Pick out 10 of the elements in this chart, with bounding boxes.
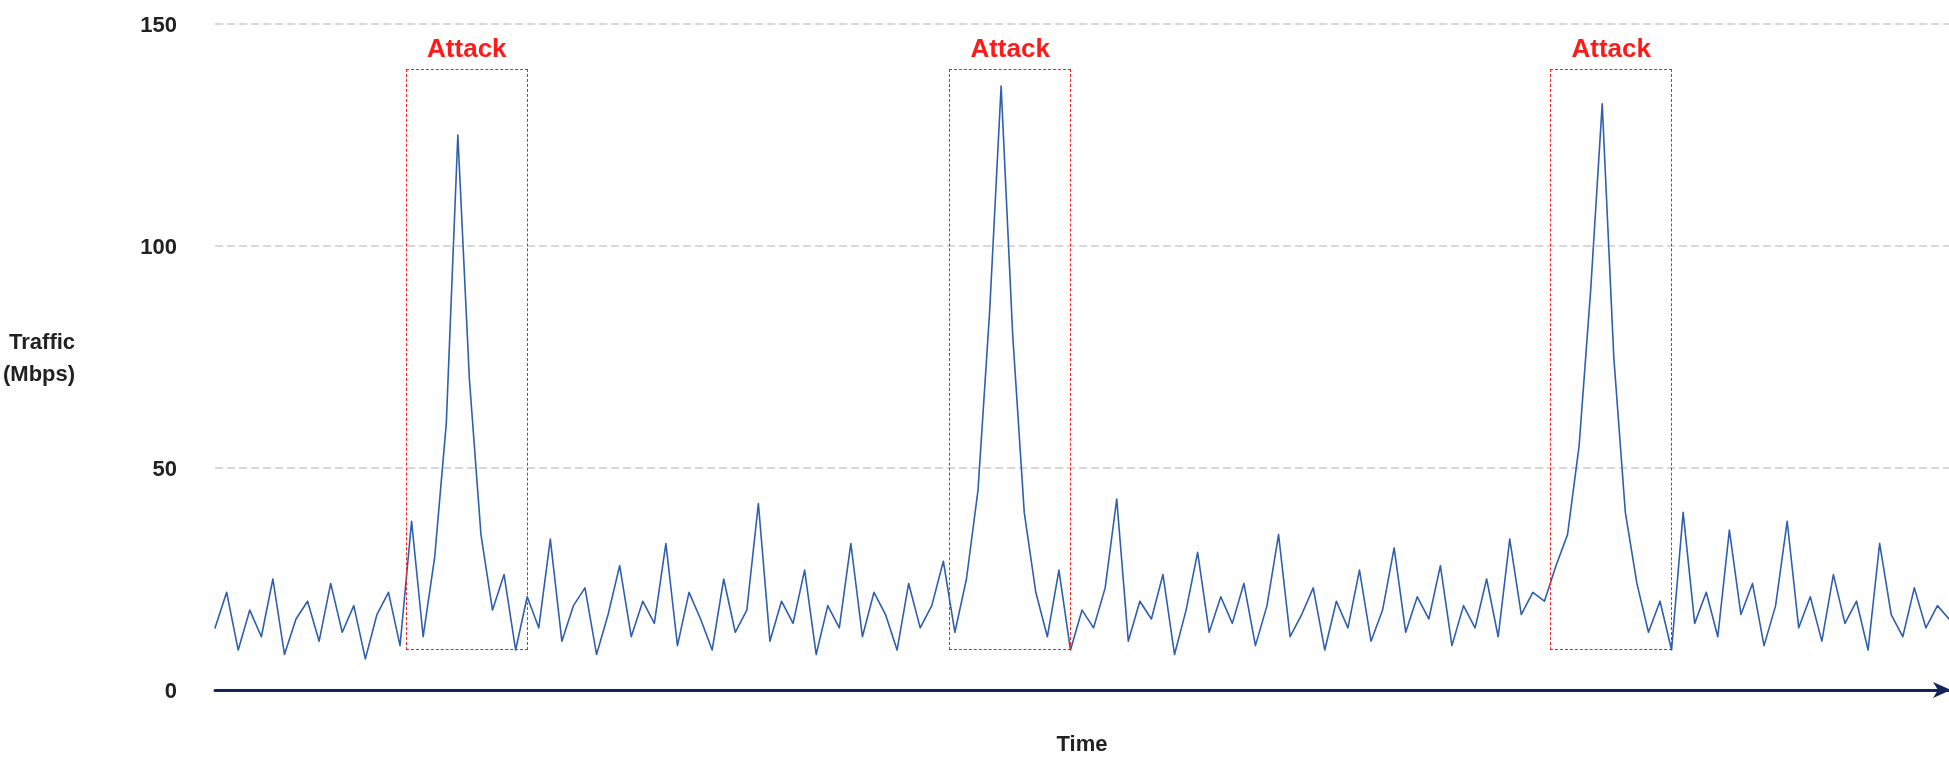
annotation: Attack <box>427 33 507 64</box>
y-tick-label: 50 <box>152 455 178 481</box>
annotation: Attack <box>1571 33 1651 64</box>
y-axis-title: Traffic (Mbps) <box>3 328 76 386</box>
line-series <box>214 85 1949 660</box>
y-tick-label: 0 <box>164 677 178 703</box>
x-axis-title: Time <box>1056 730 1108 756</box>
y-tick-label: 100 <box>140 233 178 259</box>
y-tick-label: 150 <box>140 11 178 37</box>
annotation: Attack <box>970 33 1050 64</box>
